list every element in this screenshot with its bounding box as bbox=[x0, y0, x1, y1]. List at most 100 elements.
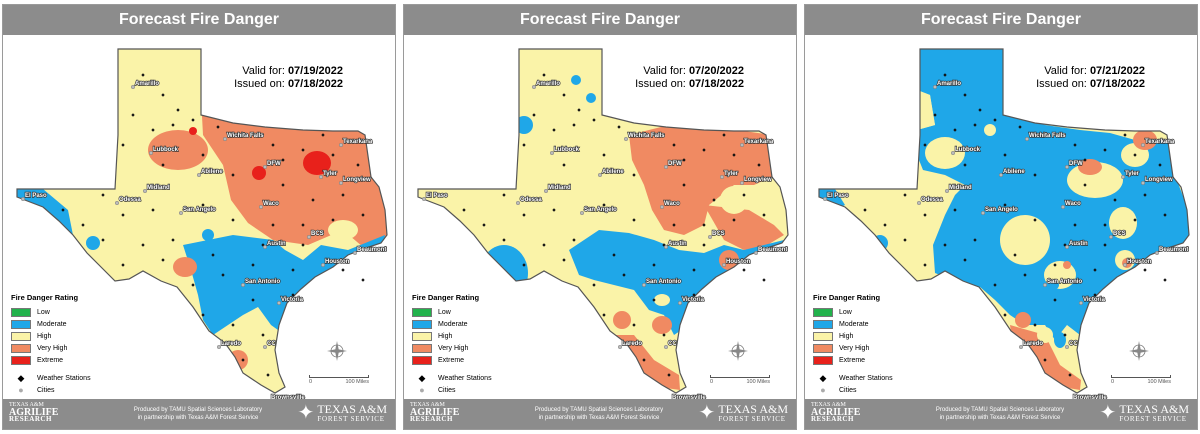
city-label: Longview bbox=[744, 177, 772, 183]
city-marker bbox=[664, 164, 669, 169]
weather-station-marker bbox=[552, 128, 556, 132]
weather-station-marker bbox=[702, 243, 706, 247]
city-marker bbox=[222, 136, 227, 141]
city-marker bbox=[339, 142, 344, 147]
weather-station-marker bbox=[978, 108, 982, 112]
weather-station-marker bbox=[171, 238, 175, 242]
weather-station-marker bbox=[201, 203, 205, 207]
city-label: Wichita Falls bbox=[628, 133, 665, 139]
city-label: DFW bbox=[267, 161, 281, 167]
weather-station-marker bbox=[532, 113, 536, 117]
city-marker bbox=[980, 210, 985, 215]
city-label: San Angelo bbox=[985, 207, 1018, 213]
city-label: Longview bbox=[1145, 177, 1173, 183]
weather-station-marker bbox=[61, 208, 65, 212]
weather-station-marker bbox=[1003, 153, 1007, 157]
weather-station-marker bbox=[1103, 148, 1107, 152]
scale-bar: 0 100 Miles bbox=[710, 375, 770, 385]
weather-station-marker bbox=[973, 123, 977, 127]
legend-item-high: High bbox=[813, 330, 893, 342]
weather-station-marker bbox=[963, 93, 967, 97]
weather-station-marker bbox=[341, 268, 345, 272]
scale-bar: 0 100 Miles bbox=[1111, 375, 1171, 385]
city-marker bbox=[660, 204, 665, 209]
city-marker bbox=[531, 85, 536, 90]
issued-date: 07/18/2022 bbox=[688, 78, 744, 90]
city-marker bbox=[1024, 136, 1029, 141]
weather-station-marker bbox=[692, 293, 696, 297]
weather-station-marker bbox=[241, 133, 245, 137]
validity-text: Valid for: 07/19/2022 Issued on: 07/18/2… bbox=[234, 65, 343, 91]
weather-station-marker bbox=[161, 163, 165, 167]
weather-station-marker bbox=[1103, 223, 1107, 227]
city-marker bbox=[1065, 244, 1070, 249]
weather-station-marker bbox=[562, 258, 566, 262]
forecast-panel-day2: Forecast Fire Danger Amarillo Lubbock Wich… bbox=[403, 4, 797, 430]
weather-station-marker bbox=[953, 128, 957, 132]
weather-station-marker bbox=[1103, 243, 1107, 247]
weather-station-marker bbox=[963, 258, 967, 262]
city-label: Brownsville bbox=[672, 395, 706, 401]
city-marker bbox=[1123, 262, 1128, 267]
weather-station-marker bbox=[552, 208, 556, 212]
weather-station-marker bbox=[101, 193, 105, 197]
weather-station-marker bbox=[191, 118, 195, 122]
city-label: Odessa bbox=[921, 197, 943, 203]
weather-station-marker bbox=[632, 323, 636, 327]
forest-service-logo: ✦ TEXAS A&M FOREST SERVICE bbox=[1099, 402, 1189, 424]
city-marker bbox=[142, 188, 147, 193]
weather-station-marker bbox=[632, 173, 636, 177]
city-label: Houston bbox=[726, 259, 751, 265]
city-marker bbox=[178, 210, 183, 215]
weather-station-marker bbox=[201, 153, 205, 157]
issued-date: 07/18/2022 bbox=[1089, 78, 1145, 90]
weather-station-marker bbox=[622, 273, 626, 277]
city-label: El Paso bbox=[25, 193, 47, 199]
city-marker bbox=[641, 282, 646, 287]
city-marker bbox=[1121, 174, 1126, 179]
city-label: Texarkana bbox=[1145, 139, 1175, 145]
city-label: CC bbox=[267, 341, 276, 347]
city-marker bbox=[263, 244, 268, 249]
city-marker bbox=[597, 172, 602, 177]
weather-station-marker bbox=[231, 218, 235, 222]
legend-item-stations: ◆ Weather Stations bbox=[813, 372, 893, 384]
weather-station-marker bbox=[1083, 183, 1087, 187]
weather-station-marker bbox=[572, 238, 576, 242]
city-label: Wichita Falls bbox=[227, 133, 264, 139]
city-marker bbox=[339, 180, 344, 185]
city-label: Longview bbox=[343, 177, 371, 183]
valid-date: 07/20/2022 bbox=[688, 65, 744, 77]
city-label: CC bbox=[668, 341, 677, 347]
city-marker bbox=[321, 262, 326, 267]
city-marker bbox=[1155, 250, 1160, 255]
city-marker bbox=[916, 200, 921, 205]
weather-station-marker bbox=[151, 128, 155, 132]
city-marker bbox=[277, 301, 282, 306]
weather-station-marker bbox=[1163, 278, 1167, 282]
city-marker bbox=[130, 85, 135, 90]
issued-label: Issued on: bbox=[234, 78, 285, 90]
weather-station-marker bbox=[1018, 125, 1022, 129]
weather-station-marker bbox=[642, 358, 646, 362]
weather-station-marker bbox=[1013, 253, 1017, 257]
weather-station-marker bbox=[231, 323, 235, 327]
city-label: BCS bbox=[311, 231, 324, 237]
weather-station-marker bbox=[321, 133, 325, 137]
weather-station-marker bbox=[923, 143, 927, 147]
weather-station-marker bbox=[81, 223, 85, 227]
city-marker bbox=[263, 345, 268, 350]
city-marker bbox=[148, 150, 153, 155]
weather-station-marker bbox=[1133, 218, 1137, 222]
city-marker bbox=[114, 200, 119, 205]
city-marker bbox=[1018, 345, 1023, 350]
legend-item-low: Low bbox=[813, 306, 893, 318]
weather-station-marker bbox=[251, 298, 255, 302]
weather-station-marker bbox=[1043, 358, 1047, 362]
city-label: Beaumont bbox=[1159, 247, 1188, 253]
north-arrow-icon bbox=[327, 341, 347, 361]
city-label: Midland bbox=[147, 185, 170, 191]
legend-item-very-high: Very High bbox=[813, 342, 893, 354]
city-label: Victoria bbox=[682, 297, 705, 303]
legend-item-stations: ◆ Weather Stations bbox=[11, 372, 91, 384]
